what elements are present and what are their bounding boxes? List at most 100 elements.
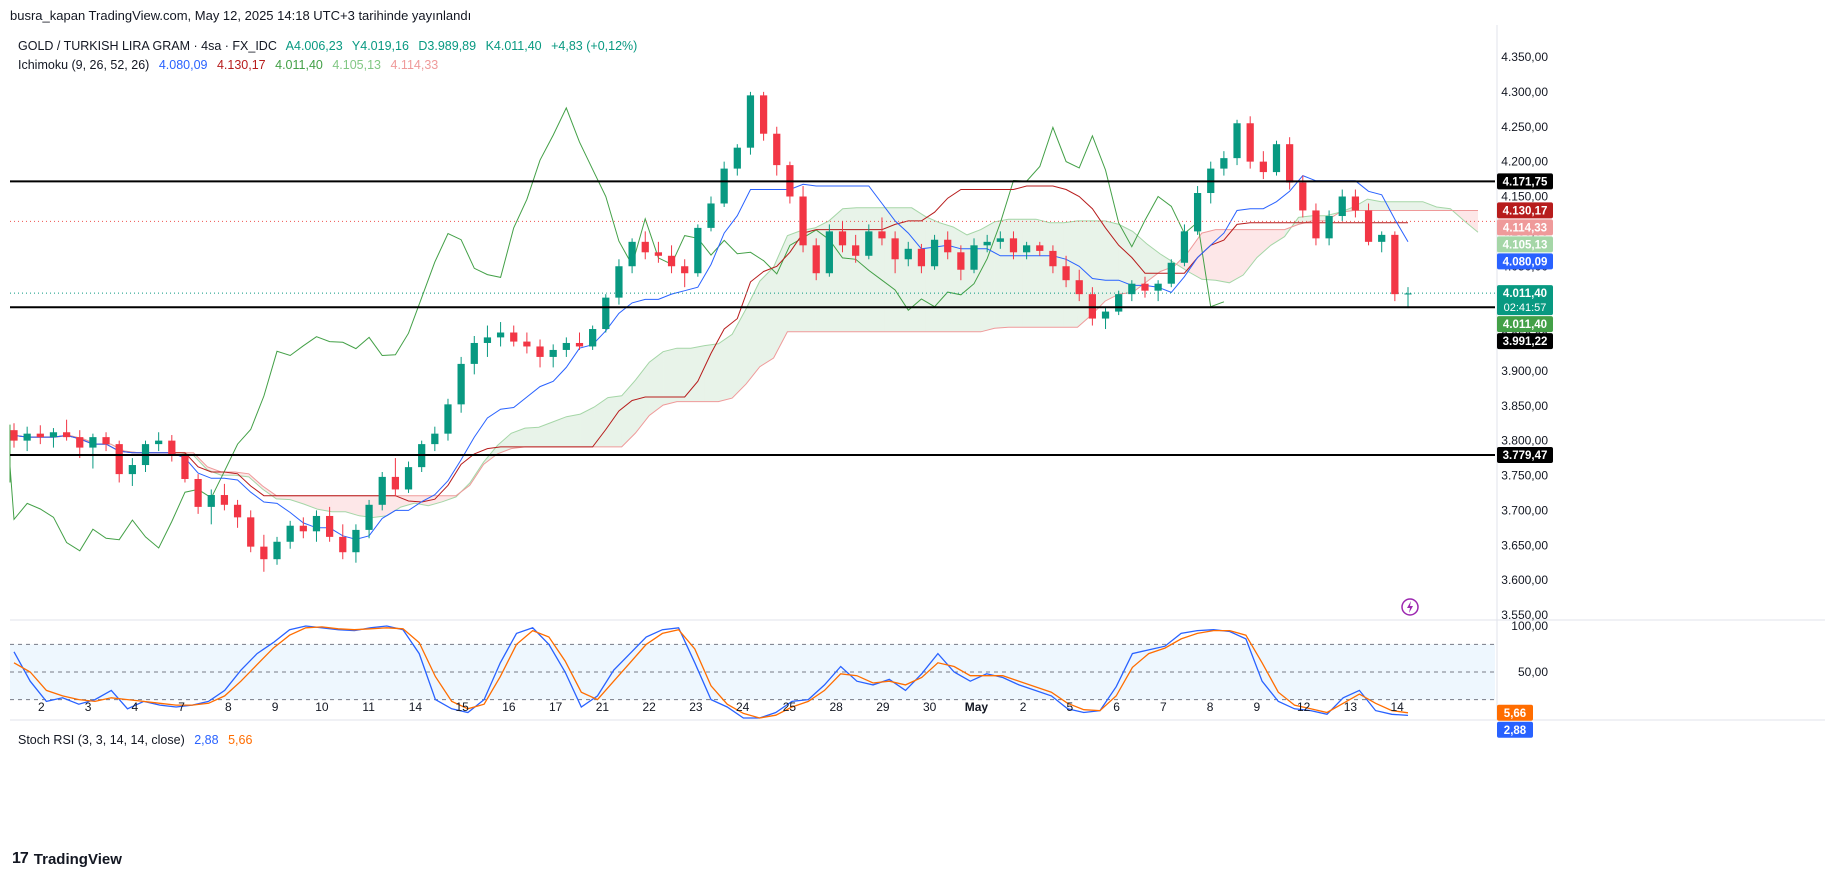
ichimoku-cloud-segment — [331, 495, 346, 512]
candle-body — [720, 168, 728, 204]
x-tick-label: 5 — [1067, 700, 1074, 714]
y-tick-label: 3.750,00 — [1501, 469, 1548, 483]
ichimoku-cloud-segment — [704, 343, 719, 402]
ichimoku-lagging-line — [9, 106, 1225, 552]
price-badge — [1497, 173, 1553, 190]
ichimoku-cloud-segment — [594, 397, 608, 447]
x-tick-label: 8 — [1207, 700, 1214, 714]
candle-body — [326, 515, 334, 537]
candle-body — [1180, 231, 1189, 263]
x-tick-label: 8 — [225, 700, 232, 714]
x-tick-label: 15 — [455, 700, 469, 714]
candle-body — [444, 404, 452, 434]
ichimoku-cloud-segment — [842, 207, 857, 332]
x-tick-label: 2 — [38, 700, 45, 714]
ichimoku-cloud-segment — [1187, 233, 1202, 280]
ichimoku-lagging-value: 4.011,40 — [275, 58, 323, 72]
y-tick-label: 3.850,00 — [1501, 399, 1548, 413]
x-tick-label: 21 — [596, 700, 610, 714]
stoch-y-tick-label: 100,00 — [1511, 619, 1548, 633]
x-tick-label: 24 — [736, 700, 750, 714]
candle-body — [470, 342, 478, 364]
candle-body — [996, 238, 1004, 242]
stoch-label[interactable]: Stoch RSI (3, 3, 14, 14, close) — [18, 733, 185, 747]
candle-body — [1233, 123, 1241, 159]
ichimoku-cloud-segment — [1063, 220, 1078, 328]
candle-body — [589, 329, 597, 347]
x-tick-label: 7 — [178, 700, 185, 714]
ichimoku-cloud-segment — [1464, 210, 1478, 233]
candle-body — [128, 465, 136, 475]
candle-body — [1193, 193, 1202, 232]
x-tick-label: 16 — [502, 700, 516, 714]
candle-body — [523, 341, 531, 347]
candle-body — [220, 495, 229, 505]
candle-body — [667, 255, 676, 267]
candle-body — [378, 476, 386, 505]
candle-body — [602, 297, 610, 330]
candle-body — [1115, 294, 1123, 312]
candle-body — [115, 444, 123, 475]
ichimoku-cloud-segment — [718, 334, 733, 402]
stoch-d-value: 5,66 — [228, 733, 253, 747]
ichimoku-cloud-segment — [897, 207, 912, 332]
publisher-line: busra_kapan TradingView.com, May 12, 202… — [10, 8, 472, 23]
candle-body — [957, 252, 965, 270]
price-badge — [1497, 219, 1553, 236]
ichimoku-cloud-segment — [538, 421, 553, 447]
candle-body — [10, 430, 18, 441]
lightning-icon — [1401, 598, 1419, 616]
ichimoku-cloud-segment — [1146, 243, 1161, 282]
candle-body — [838, 231, 847, 246]
ichimoku-cloud-segment — [207, 466, 222, 476]
candle-body — [1220, 158, 1228, 169]
candle-body — [431, 433, 439, 445]
x-tick-label: 9 — [272, 700, 279, 714]
candle-body — [904, 248, 912, 260]
x-tick-label: 7 — [1160, 700, 1167, 714]
candle-body — [1338, 196, 1346, 217]
ichimoku-span-a-value: 4.105,13 — [332, 58, 382, 72]
candle-body — [483, 337, 492, 343]
high-value: Y4.019,16 — [351, 39, 409, 53]
ichimoku-cloud-segment — [759, 267, 774, 367]
candle-body — [260, 546, 268, 560]
candle-body — [615, 266, 623, 298]
candle-body — [62, 432, 71, 438]
ichimoku-cloud-segment — [1229, 229, 1244, 283]
ichimoku-cloud-segment — [1091, 220, 1106, 316]
ichimoku-cloud-segment — [400, 495, 415, 508]
ichimoku-cloud-segment — [911, 207, 926, 332]
ichimoku-cloud-segment — [1008, 219, 1023, 328]
ichimoku-cloud-segment — [801, 227, 816, 332]
ichimoku-cloud-segment — [1257, 229, 1271, 258]
y-tick-label: 3.600,00 — [1501, 573, 1548, 587]
ichimoku-cloud-segment — [1022, 219, 1037, 328]
candle-body — [89, 437, 97, 448]
stoch-d-badge — [1497, 704, 1533, 721]
price-badge — [1497, 202, 1553, 219]
ichimoku-label[interactable]: Ichimoku (9, 26, 52, 26) — [18, 58, 150, 72]
candle-body — [1075, 280, 1083, 295]
low-value: D3.989,89 — [418, 39, 477, 53]
candle-body — [23, 433, 31, 441]
candle-body — [286, 525, 294, 542]
candle-body — [194, 478, 202, 507]
y-tick-label: 4.200,00 — [1501, 155, 1548, 169]
candle-body — [970, 245, 978, 270]
candle-body — [694, 227, 702, 274]
candle-body — [812, 245, 820, 274]
symbol-legend: GOLD / TURKISH LIRA GRAM · 4sa · FX_IDC … — [18, 39, 643, 53]
y-tick-label: 4.150,00 — [1501, 190, 1548, 204]
x-tick-label: 11 — [362, 700, 375, 714]
y-tick-label: 3.550,00 — [1501, 608, 1548, 622]
candle-body — [36, 433, 44, 438]
ichimoku-cloud-segment — [994, 219, 1009, 329]
candle-body — [628, 241, 636, 267]
ichimoku-conversion-line — [13, 175, 1409, 540]
x-tick-label: 9 — [1254, 700, 1261, 714]
symbol-name[interactable]: GOLD / TURKISH LIRA GRAM · 4sa · FX_IDC — [18, 39, 277, 53]
ichimoku-cloud-segment — [414, 495, 429, 506]
tradingview-footer[interactable]: 17 TradingView — [12, 850, 122, 868]
